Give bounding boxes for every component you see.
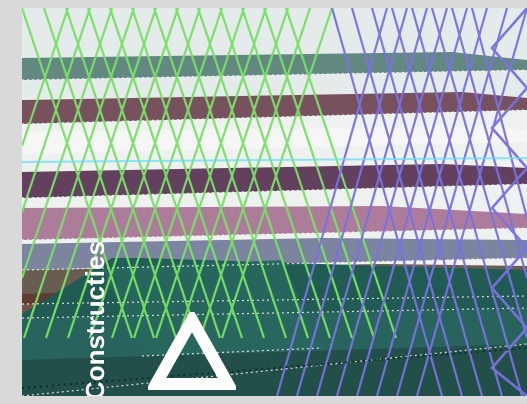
triangle-outline-icon xyxy=(148,312,236,390)
green-diagonal-truss xyxy=(22,8,398,339)
caption-label: Constructies xyxy=(80,241,110,396)
blue-diagonal-truss xyxy=(275,8,527,396)
construction-render: Constructies xyxy=(22,8,527,396)
structure-illustration xyxy=(22,8,527,396)
